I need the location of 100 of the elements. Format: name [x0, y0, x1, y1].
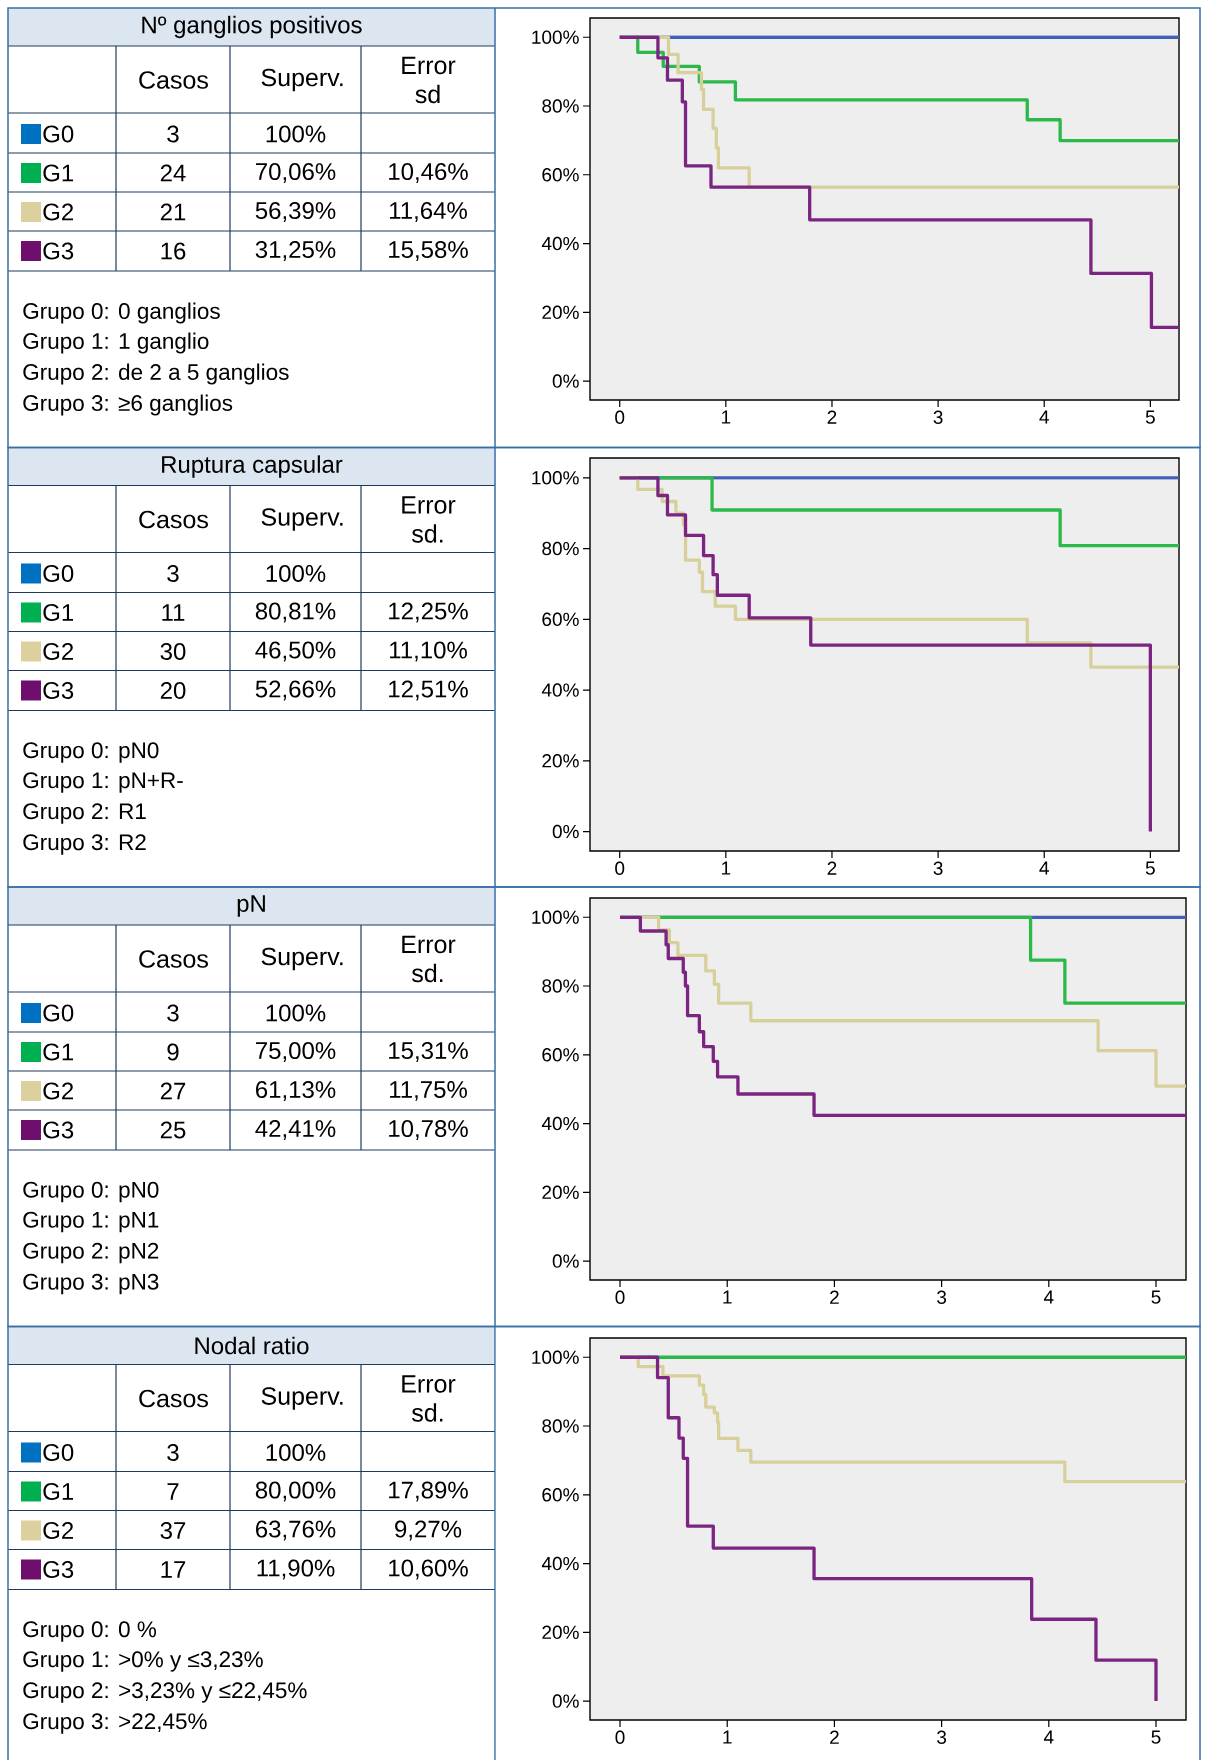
text: 11,75% — [390, 1081, 467, 1101]
x-tick-label: 2 — [827, 410, 837, 424]
category-label: G0 — [43, 565, 74, 582]
category-label: G3 — [43, 242, 74, 260]
x-tick-label: 5 — [1145, 861, 1155, 875]
x-tick-label: 2 — [830, 1290, 839, 1304]
text: 61,13% — [256, 1081, 336, 1101]
x-tick-label: 0 — [615, 861, 625, 875]
x-tick-label: 3 — [937, 1730, 947, 1744]
text: Grupo 0: pN0 — [23, 742, 159, 763]
text: 63,76% — [256, 1520, 336, 1541]
text: 52,66% — [255, 680, 336, 701]
text: 100% — [266, 125, 326, 143]
text: 9 — [167, 1043, 179, 1061]
category-label: G0 — [43, 1444, 74, 1461]
text: 12,25% — [389, 602, 468, 623]
category-label: G3 — [43, 1561, 74, 1578]
y-tick-label: 60% — [542, 1048, 579, 1062]
y-tick-label: 100% — [532, 1350, 579, 1364]
text: Nº ganglios positivos — [142, 15, 362, 39]
text: 11,10% — [390, 641, 467, 662]
text: 15,31% — [389, 1042, 468, 1062]
x-tick-label: 3 — [933, 861, 943, 875]
text: 3 — [167, 125, 179, 143]
text: 11 — [162, 604, 185, 621]
text: Grupo 1: >0% y ≤3,23% — [23, 1651, 263, 1672]
text: 31,25% — [255, 241, 336, 261]
y-tick-label: 40% — [541, 1116, 579, 1131]
text: 10,60% — [389, 1559, 468, 1580]
text: Error sd. — [402, 1375, 456, 1422]
y-tick-label: 60% — [542, 612, 579, 627]
y-tick-label: 80% — [542, 979, 579, 993]
text: 70,06% — [256, 163, 336, 183]
category-label: G3 — [43, 1121, 74, 1139]
category-label: G3 — [43, 682, 74, 699]
text: 15,58% — [389, 241, 468, 261]
text: Casos — [139, 510, 208, 529]
x-tick-label: 4 — [1043, 1730, 1054, 1744]
text: 3 — [167, 565, 179, 582]
text: 80,81% — [255, 602, 336, 623]
x-tick-label: 0 — [615, 1290, 625, 1304]
y-tick-label: 40% — [541, 1556, 579, 1571]
text: Grupo 2: R1 — [23, 803, 146, 824]
category-label: G2 — [43, 203, 74, 221]
category-label: G0 — [43, 125, 74, 143]
text: 17 — [161, 1561, 186, 1578]
category-label: G1 — [43, 603, 74, 621]
category-label: G1 — [43, 164, 74, 182]
y-tick-label: 0% — [552, 1254, 579, 1268]
text: 3 — [167, 1444, 179, 1461]
category-label: G2 — [43, 1082, 74, 1100]
text: 11,64% — [390, 202, 467, 222]
x-tick-label: 1 — [722, 861, 731, 875]
text: Ruptura capsular — [162, 455, 343, 478]
x-tick-label: 2 — [830, 1730, 839, 1744]
text: 27 — [160, 1082, 186, 1100]
text: 100% — [266, 1444, 326, 1461]
text: Casos — [139, 950, 208, 968]
text: 56,39% — [255, 202, 336, 222]
x-tick-label: 2 — [827, 861, 837, 875]
text: 10,78% — [389, 1120, 468, 1140]
y-tick-label: 0% — [552, 1694, 579, 1708]
y-tick-label: 60% — [542, 1488, 579, 1502]
y-tick-label: 40% — [541, 236, 579, 251]
text: Error sd. — [402, 496, 456, 543]
text: 3 — [167, 1004, 179, 1022]
text: Grupo 1: pN1 — [23, 1211, 159, 1233]
x-tick-label: 4 — [1039, 861, 1049, 875]
text: 100% — [266, 565, 326, 582]
y-tick-label: 0% — [552, 824, 579, 839]
text: Error sd. — [402, 935, 456, 983]
category-label: G1 — [43, 1043, 74, 1061]
y-tick-label: 100% — [532, 910, 579, 924]
y-tick-label: 20% — [542, 754, 579, 768]
text: Grupo 0: pN0 — [23, 1181, 159, 1203]
text: Superv. — [261, 508, 343, 531]
text: Superv. — [261, 68, 343, 92]
text: Superv. — [261, 1387, 343, 1410]
text: Grupo 2: pN2 — [23, 1242, 159, 1264]
category-label: G0 — [43, 1004, 74, 1022]
text: 100% — [266, 1004, 326, 1022]
y-tick-label: 20% — [542, 1185, 579, 1200]
text: Casos — [139, 71, 208, 89]
text: Grupo 0: 0 ganglios — [23, 302, 220, 324]
x-tick-label: 4 — [1043, 1290, 1054, 1304]
x-tick-label: 5 — [1145, 410, 1155, 424]
text: pN — [237, 895, 265, 917]
x-tick-label: 1 — [722, 410, 731, 424]
x-tick-label: 0 — [615, 410, 625, 424]
text: 17,89% — [389, 1481, 468, 1502]
text: 25 — [160, 1121, 186, 1139]
y-tick-label: 80% — [542, 1419, 579, 1433]
y-tick-label: 40% — [541, 683, 579, 697]
category-label: G2 — [43, 643, 74, 660]
text: 12,51% — [389, 680, 468, 701]
text: Grupo 0: 0 % — [23, 1621, 157, 1642]
text: 24 — [160, 164, 186, 182]
text: 46,50% — [255, 641, 336, 662]
x-tick-label: 3 — [937, 1290, 947, 1304]
text: 7 — [167, 1483, 179, 1500]
